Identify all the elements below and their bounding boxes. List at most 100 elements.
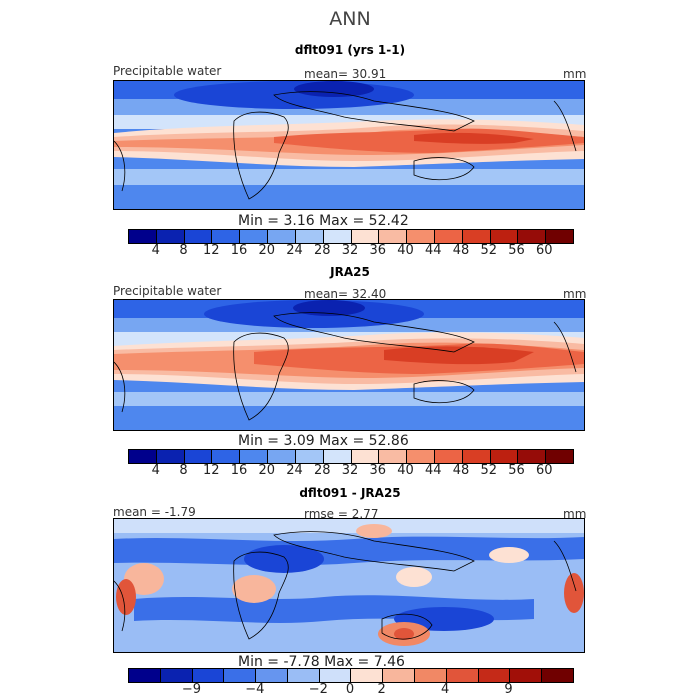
cbar2-tick: 32 [341, 463, 359, 478]
cbar3-tick: 4 [441, 682, 450, 697]
panel2-units-label: mm [563, 287, 587, 301]
cbar2-bin [295, 450, 324, 463]
cbar2-tick: 36 [369, 463, 387, 478]
cbar2-tick: 12 [202, 463, 220, 478]
cbar1-tick: 24 [286, 243, 303, 258]
panel3-mean-label: mean = -1.79 [113, 505, 196, 519]
panel1-field [114, 81, 584, 209]
panel2-minmax: Min = 3.09 Max = 52.86 [238, 433, 409, 449]
cbar1-tick: 60 [535, 243, 553, 258]
panel1-minmax: Min = 3.16 Max = 52.42 [238, 213, 409, 229]
cbar1-bin [490, 230, 519, 243]
panel1-units-label: mm [563, 67, 587, 81]
figure-title: ANN [329, 8, 371, 30]
cbar2-tick: 16 [230, 463, 248, 478]
cbar2-tick: 24 [286, 463, 303, 478]
panel1-colorbar [128, 229, 574, 244]
cbar2-bin [240, 450, 269, 463]
cbar1-tick: 56 [508, 243, 525, 258]
cbar2-bin [490, 450, 519, 463]
cbar1-bin [323, 230, 352, 243]
cbar1-bin [546, 230, 573, 243]
cbar2-tick: 4 [151, 463, 160, 478]
cbar2-bin [518, 450, 547, 463]
panel1-title: dflt091 (yrs 1-1) [294, 43, 406, 57]
panel3-rmse-label: rmse = 2.77 [304, 507, 379, 521]
cbar1-bin [462, 230, 491, 243]
cbar2-bin [156, 450, 185, 463]
cbar2-tick: 56 [508, 463, 525, 478]
cbar1-bin [268, 230, 296, 243]
cbar1-tick: 20 [258, 243, 276, 258]
cbar2-tick: 20 [258, 463, 276, 478]
panel2-map [113, 299, 585, 431]
panel3-title: dflt091 - JRA25 [299, 486, 401, 500]
panel3-field [114, 519, 584, 652]
panel2-mean-label: mean= 32.40 [304, 287, 387, 301]
panel2-colorbar-ticks: 4 8 12 16 20 24 28 32 36 40 44 48 52 56 … [128, 463, 572, 479]
cbar2-bin [184, 450, 213, 463]
cbar1-tick: 48 [452, 243, 470, 258]
cbar3-bin [415, 669, 447, 682]
cbar3-bin [510, 669, 543, 682]
cbar3-tick: −2 [308, 682, 328, 697]
cbar3-tick: 9 [504, 682, 513, 697]
cbar1-bin [407, 230, 435, 243]
cbar2-bin [379, 450, 408, 463]
cbar1-tick: 8 [179, 243, 188, 258]
panel3-units-label: mm [563, 507, 587, 521]
cbar1-tick: 12 [202, 243, 220, 258]
cbar1-tick: 36 [369, 243, 387, 258]
cbar3-tick: −4 [245, 682, 265, 697]
panel1-map [113, 80, 585, 210]
panel3-colorbar-ticks: −9 −4 −2 0 2 4 9 [128, 682, 572, 698]
cbar3-bin [319, 669, 352, 682]
cbar3-bin [446, 669, 479, 682]
panel2-field [114, 300, 584, 430]
cbar2-bin [546, 450, 573, 463]
cbar3-tick: 2 [377, 682, 386, 697]
cbar2-bin [268, 450, 296, 463]
panel2-title: JRA25 [330, 265, 370, 279]
cbar2-tick: 48 [452, 463, 470, 478]
cbar1-bin [518, 230, 547, 243]
panel2-colorbar [128, 449, 574, 464]
panel1-mean-label: mean= 30.91 [304, 67, 387, 81]
panel3-minmax: Min = -7.78 Max = 7.46 [238, 654, 405, 670]
cbar2-tick: 44 [424, 463, 442, 478]
cbar1-tick: 52 [480, 243, 498, 258]
cbar3-bin [256, 669, 288, 682]
cbar3-bin [351, 669, 384, 682]
cbar1-tick: 44 [424, 243, 442, 258]
cbar1-bin [295, 230, 324, 243]
cbar1-bin [184, 230, 213, 243]
cbar3-tick: 0 [345, 682, 355, 697]
cbar1-bin [434, 230, 463, 243]
cbar1-bin [351, 230, 380, 243]
cbar1-bin [156, 230, 185, 243]
cbar3-bin [383, 669, 416, 682]
panel3-colorbar [128, 668, 574, 683]
cbar2-bin [351, 450, 380, 463]
cbar1-tick: 4 [151, 243, 160, 258]
cbar2-tick: 52 [480, 463, 498, 478]
cbar1-tick: 40 [397, 243, 414, 258]
cbar2-tick: 40 [397, 463, 414, 478]
cbar2-bin [323, 450, 352, 463]
cbar1-tick: 16 [230, 243, 248, 258]
cbar3-bin [224, 669, 257, 682]
cbar3-tick: −9 [181, 682, 202, 697]
cbar3-bin [160, 669, 193, 682]
cbar3-bin [192, 669, 225, 682]
cbar2-tick: 28 [313, 463, 331, 478]
cbar3-bin [542, 669, 573, 682]
cbar1-bin [379, 230, 408, 243]
panel1-variable-label: Precipitable water [113, 64, 222, 78]
cbar3-bin [129, 669, 161, 682]
cbar1-bin [212, 230, 241, 243]
cbar1-tick: 28 [313, 243, 331, 258]
cbar2-bin [212, 450, 241, 463]
panel1-colorbar-ticks: 4 8 12 16 20 24 28 32 36 40 44 48 52 56 … [128, 243, 572, 259]
cbar2-tick: 8 [179, 463, 188, 478]
cbar1-bin [129, 230, 157, 243]
